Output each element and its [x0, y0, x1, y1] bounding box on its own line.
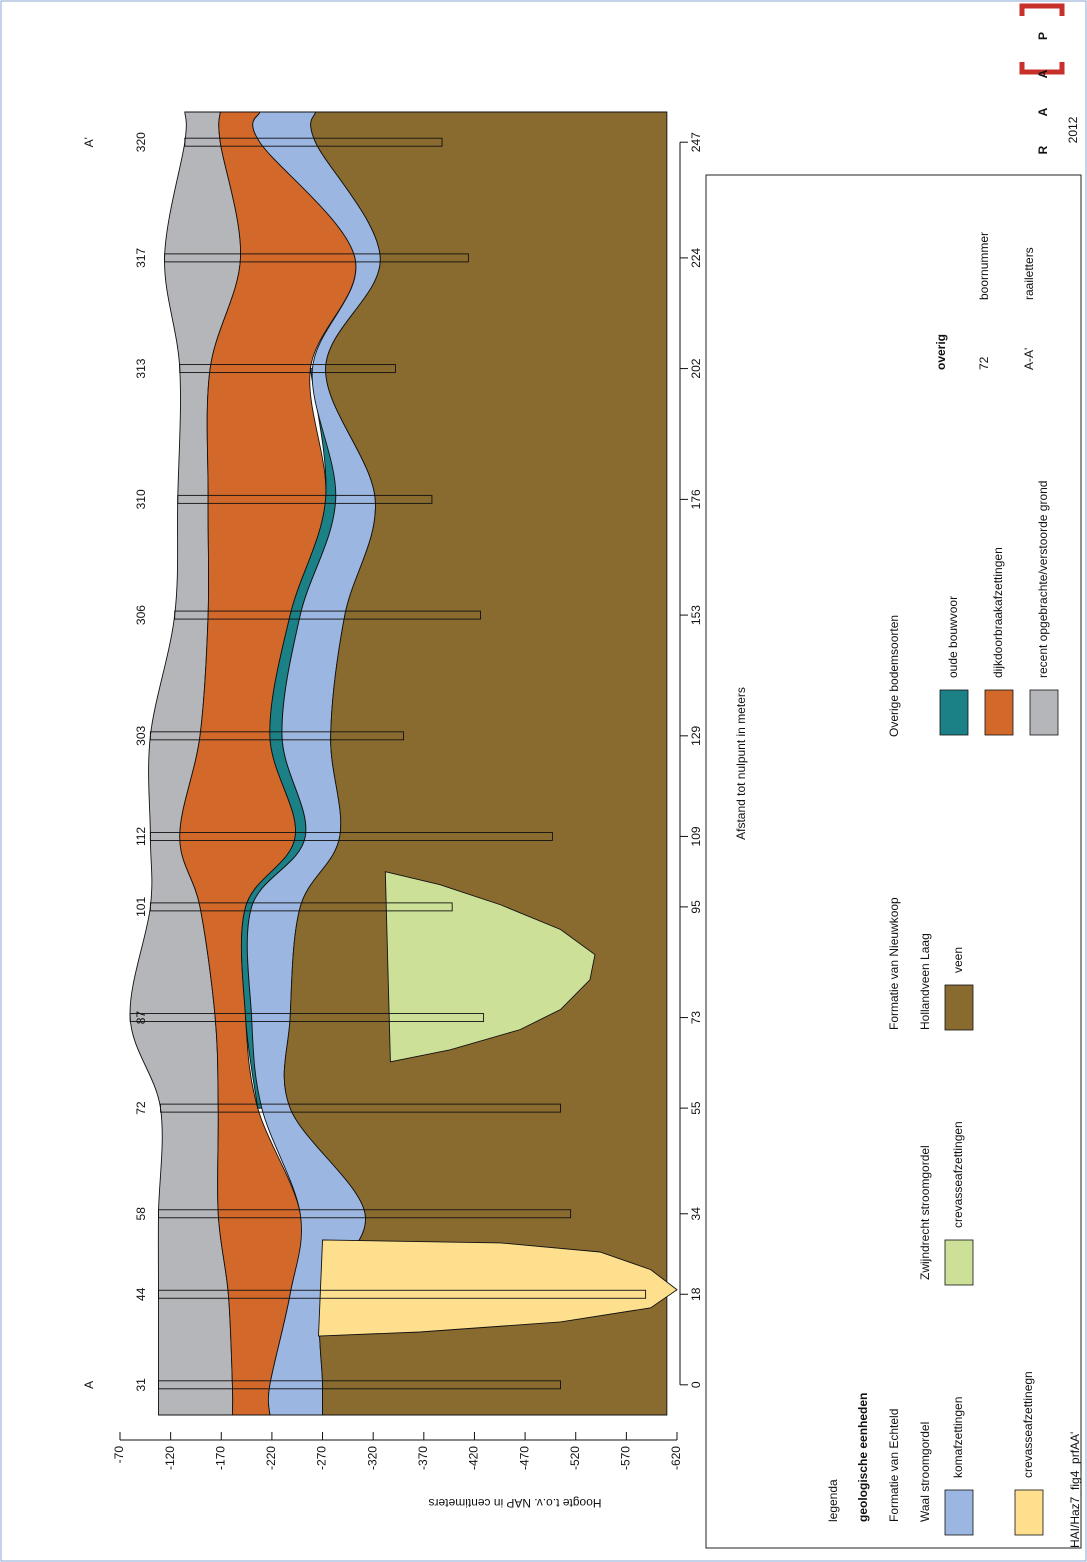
x-tick-label: 18: [689, 1287, 703, 1301]
legend-swatch: [1029, 689, 1059, 736]
legend-swatch: [984, 689, 1014, 736]
logo-letter: R: [1036, 145, 1050, 154]
x-tick-label: 202: [689, 358, 703, 378]
borehole: [164, 253, 469, 263]
borehole: [149, 902, 453, 912]
x-tick-label: 153: [689, 605, 703, 625]
landscape-sheet: 31 44 58 72 87 101 112 303 306 310 313 317 320 A A' -70…: [82, 3, 1082, 1549]
x-tick-label: 247: [689, 132, 703, 152]
borehole: [177, 494, 433, 504]
legend-label: crevasseafzettinegn: [1021, 1371, 1035, 1478]
borehole-number: 72: [134, 1101, 148, 1115]
borehole-number: 87: [134, 1011, 148, 1025]
x-tick-label: 129: [689, 725, 703, 745]
legend-symbol: 72: [977, 356, 991, 370]
borehole: [184, 137, 443, 147]
sediment-body: [318, 1239, 678, 1337]
profile-label: A': [82, 137, 96, 147]
borehole-number: 112: [134, 827, 148, 846]
y-tick-label: -120: [163, 1446, 177, 1470]
borehole-number: 313: [134, 358, 148, 378]
logo-letter: A: [1036, 107, 1050, 116]
y-tick-label: -370: [416, 1446, 430, 1470]
legend-symbol-label: raailetters: [1022, 247, 1036, 300]
legend-label: dijkdoorbraakafzettingen: [991, 547, 1005, 678]
y-tick-label: -170: [213, 1446, 227, 1470]
borehole: [179, 364, 396, 374]
logo-bracket: [1019, 3, 1065, 16]
borehole-number: 101: [134, 897, 148, 917]
legend-box: [705, 174, 1082, 1549]
borehole-number: 310: [134, 489, 148, 509]
logo-letter: A: [1036, 69, 1050, 78]
legend-unit: Waal stroomgordel: [918, 1422, 932, 1522]
x-tick-label: 224: [689, 248, 703, 268]
logo-letter: P: [1036, 32, 1050, 40]
borehole: [129, 1013, 485, 1023]
y-tick-label: -570: [619, 1446, 633, 1470]
sediment-body: [384, 871, 596, 1063]
x-tick-label: 55: [689, 1101, 703, 1115]
borehole: [158, 1209, 572, 1219]
y-tick-label: -470: [517, 1446, 531, 1470]
legend-other-title: overig: [934, 334, 948, 370]
legend-swatch: [944, 1489, 974, 1536]
borehole-number: 44: [134, 1287, 148, 1301]
legend-formation: Formatie van Nieuwkoop: [887, 897, 901, 1030]
legend-swatch: [944, 984, 974, 1031]
y-tick-label: -270: [315, 1446, 329, 1470]
borehole: [160, 1103, 561, 1113]
logo-bracket: [1019, 62, 1065, 75]
x-tick-label: 109: [689, 826, 703, 846]
y-tick-label: -320: [365, 1446, 379, 1470]
borehole: [149, 831, 553, 841]
legend-label: komafzettingen: [951, 1397, 965, 1478]
legend-swatch: [1014, 1489, 1044, 1536]
y-tick-label: -620: [669, 1446, 683, 1470]
borehole: [174, 610, 481, 620]
legend-label: recent opgebrachte/verstoorde grond: [1036, 481, 1050, 678]
borehole-number: 317: [134, 248, 148, 268]
legend-title: legenda: [826, 1479, 840, 1522]
borehole: [149, 731, 405, 741]
legend-symbol: A-A': [1022, 348, 1036, 370]
profile-label: A: [82, 1381, 96, 1389]
footer-code: HAI/Haz7_fig4_prfAA': [1068, 1432, 1082, 1548]
y-tick-label: -70: [112, 1446, 126, 1464]
borehole-number: 303: [134, 725, 148, 745]
legend-subtitle: geologische eenheden: [856, 1393, 870, 1522]
legend-label: crevasseafzettingen: [951, 1121, 965, 1228]
logo-year: 2012: [1066, 116, 1080, 143]
y-axis-label: Hoogte t.o.v. NAP in centimeters: [429, 1496, 602, 1510]
x-tick-label: 176: [689, 489, 703, 509]
legend-swatch: [939, 689, 969, 736]
y-tick-label: -220: [264, 1446, 278, 1470]
y-tick-label: -420: [467, 1446, 481, 1470]
x-tick-label: 73: [689, 1011, 703, 1025]
borehole: [158, 1289, 647, 1299]
borehole: [158, 1380, 561, 1390]
legend-formation: Formatie van Echteld: [887, 1409, 901, 1522]
layer: [283, 111, 668, 1416]
legend-formation: Overige bodemsoorten: [887, 615, 901, 737]
legend-unit: Zwijndrecht stroomgordel: [918, 1145, 932, 1280]
legend-label: veen: [951, 947, 965, 973]
legend-unit: Hollandveen Laag: [918, 933, 932, 1030]
x-tick-label: 34: [689, 1207, 703, 1221]
legend-label: oude bouwvoor: [946, 596, 960, 678]
x-tick-label: 0: [689, 1381, 703, 1388]
borehole-number: 31: [134, 1378, 148, 1392]
borehole-number: 320: [134, 132, 148, 152]
y-tick-label: -520: [568, 1446, 582, 1470]
borehole-number: 58: [134, 1207, 148, 1221]
borehole-number: 306: [134, 605, 148, 625]
x-axis-label: Afstand tot nulpunt in meters: [734, 687, 748, 840]
legend-swatch: [944, 1239, 974, 1286]
x-tick-label: 95: [689, 900, 703, 914]
legend-symbol-label: boornummer: [977, 232, 991, 300]
